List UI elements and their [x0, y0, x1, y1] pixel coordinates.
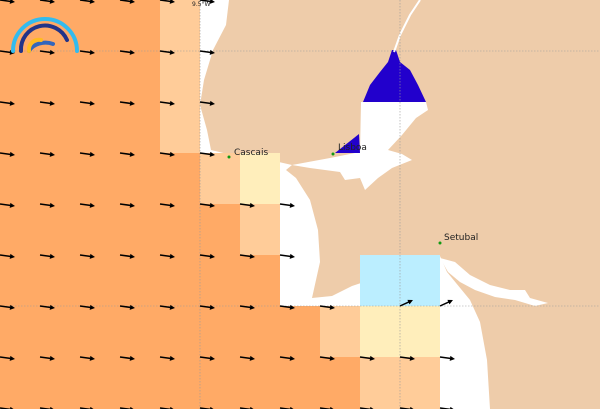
- current-arrow-icon: [39, 0, 55, 4]
- current-arrow-icon: [199, 100, 215, 106]
- current-arrow-icon: [39, 304, 55, 310]
- place-label: Setubal: [444, 233, 478, 243]
- current-arrow-icon: [359, 355, 375, 361]
- place-label: Lisboa: [338, 143, 367, 153]
- current-arrow-icon: [319, 304, 335, 310]
- current-arrow-icon: [159, 49, 175, 55]
- grid-cell: [0, 357, 360, 409]
- place-lisboa[interactable]: Lisboa: [331, 143, 367, 156]
- place-cascais[interactable]: Cascais: [227, 148, 269, 159]
- current-arrow-icon: [39, 49, 55, 55]
- current-arrow-icon: [279, 253, 295, 259]
- grid-cell: [240, 153, 280, 204]
- grid-cell: [160, 102, 200, 153]
- current-arrow-icon: [79, 151, 95, 157]
- current-arrow-icon: [239, 202, 255, 208]
- current-arrow-icon: [39, 100, 55, 106]
- current-arrow-icon: [79, 202, 95, 208]
- grid-cell: [200, 153, 240, 204]
- current-arrow-icon: [39, 355, 55, 361]
- current-arrow-icon: [0, 304, 15, 310]
- current-arrow-icon: [79, 100, 95, 106]
- current-arrow-icon: [199, 202, 215, 208]
- current-arrow-icon: [79, 253, 95, 259]
- current-arrow-icon: [0, 253, 15, 259]
- current-arrow-icon: [0, 355, 15, 361]
- grid-cell: [0, 306, 320, 357]
- current-arrow-icon: [119, 202, 135, 208]
- grid-cell: [0, 102, 160, 153]
- current-arrow-icon: [119, 151, 135, 157]
- current-arrow-icon: [0, 0, 15, 4]
- current-arrow-icon: [279, 304, 295, 310]
- current-arrow-icon: [119, 304, 135, 310]
- current-arrow-icon: [119, 100, 135, 106]
- tagus-estuary: [292, 102, 428, 190]
- tagus-upper: [363, 50, 426, 102]
- current-arrow-icon: [239, 355, 255, 361]
- tagus-river: [393, 0, 421, 53]
- grid-cell: [160, 0, 200, 51]
- current-arrow-icon: [439, 355, 455, 361]
- grid-cell: [240, 204, 280, 255]
- current-arrow-icon: [119, 253, 135, 259]
- current-arrow-icon: [0, 151, 15, 157]
- tagus-lisbon-part: [335, 134, 360, 153]
- place-marker-icon: [227, 155, 231, 159]
- grid-cell: [0, 255, 280, 306]
- longitude-label: 9.5°W: [192, 1, 211, 8]
- current-arrow-icon: [39, 253, 55, 259]
- current-arrow-icon: [159, 355, 175, 361]
- grid-cell: [160, 51, 200, 102]
- current-arrow-icon: [279, 202, 295, 208]
- grid-cell: [0, 51, 160, 102]
- current-arrow-icon: [119, 355, 135, 361]
- current-arrows: [0, 0, 455, 409]
- current-arrow-icon: [0, 202, 15, 208]
- place-marker-icon: [438, 241, 442, 245]
- place-setubal[interactable]: Setubal: [438, 233, 479, 245]
- current-arrow-icon: [319, 355, 335, 361]
- current-arrow-icon: [79, 355, 95, 361]
- current-arrow-icon: [199, 0, 215, 4]
- current-arrow-icon: [39, 151, 55, 157]
- current-arrow-icon: [159, 253, 175, 259]
- current-arrow-icon: [199, 49, 215, 55]
- grid-cell: [0, 204, 240, 255]
- grid-cell: [320, 306, 360, 357]
- place-marker-icon: [331, 152, 335, 156]
- data-grid-cells: [0, 0, 440, 409]
- current-arrow-icon: [119, 49, 135, 55]
- current-arrow-icon: [159, 304, 175, 310]
- current-arrow-icon: [399, 299, 413, 307]
- current-arrow-icon: [159, 202, 175, 208]
- current-arrow-icon: [199, 253, 215, 259]
- arc-logo-icon: [11, 17, 79, 53]
- place-label: Cascais: [234, 148, 268, 158]
- current-arrow-icon: [439, 299, 453, 307]
- current-arrow-icon: [79, 304, 95, 310]
- current-arrow-icon: [199, 304, 215, 310]
- current-arrow-icon: [239, 253, 255, 259]
- grid-cell: [360, 357, 440, 409]
- current-arrow-icon: [119, 0, 135, 4]
- current-arrow-icon: [159, 0, 175, 4]
- current-arrow-icon: [159, 100, 175, 106]
- current-arrow-icon: [199, 355, 215, 361]
- current-arrow-icon: [159, 151, 175, 157]
- sado-estuary: [440, 258, 548, 306]
- current-arrow-icon: [199, 151, 215, 157]
- current-arrow-icon: [239, 304, 255, 310]
- current-arrow-icon: [279, 355, 295, 361]
- current-arrow-icon: [399, 355, 415, 361]
- current-arrow-icon: [79, 0, 95, 4]
- current-arrow-icon: [79, 49, 95, 55]
- current-arrow-icon: [39, 202, 55, 208]
- current-arrow-icon: [0, 100, 15, 106]
- grid-cell: [0, 153, 200, 204]
